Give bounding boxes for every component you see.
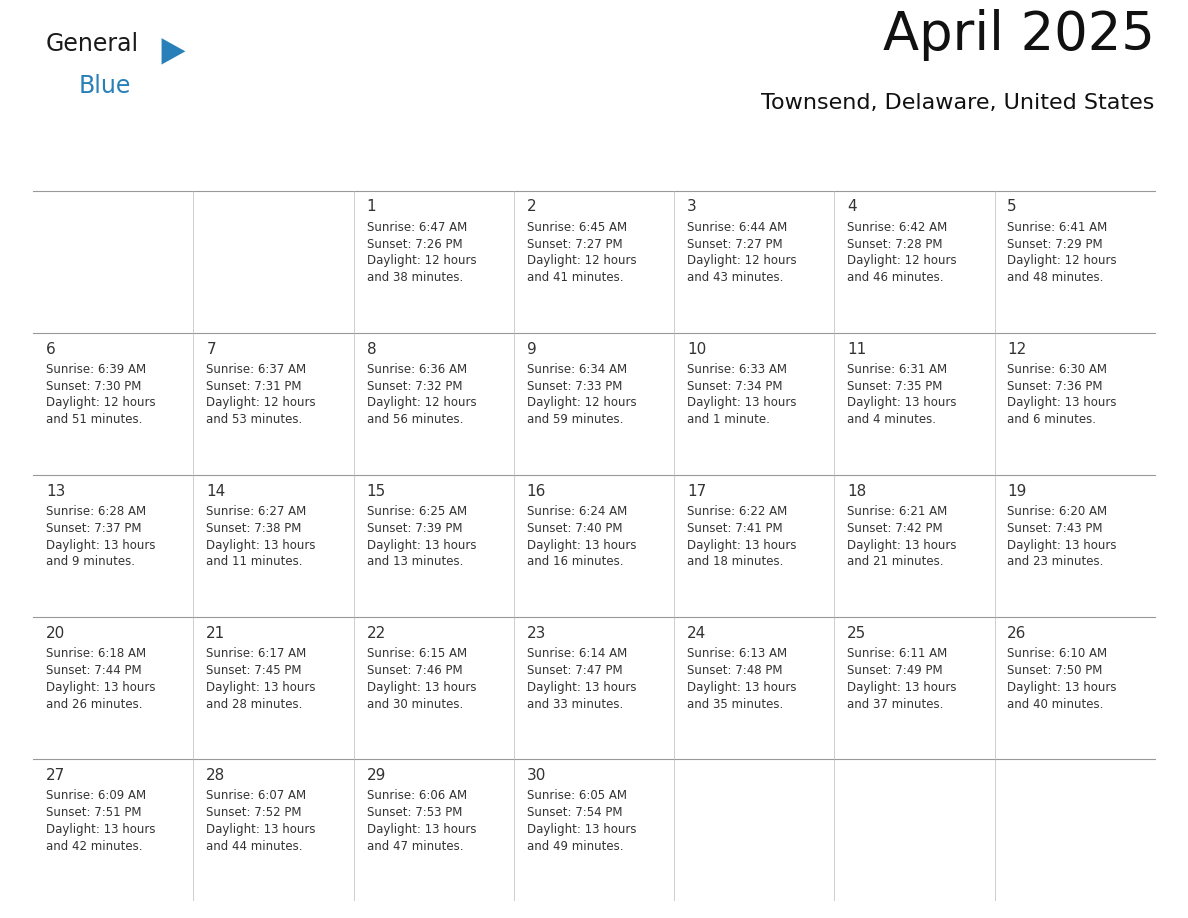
Text: 11: 11	[847, 341, 866, 356]
Text: Sunrise: 6:42 AM
Sunset: 7:28 PM
Daylight: 12 hours
and 46 minutes.: Sunrise: 6:42 AM Sunset: 7:28 PM Dayligh…	[847, 221, 956, 285]
Text: Sunrise: 6:11 AM
Sunset: 7:49 PM
Daylight: 13 hours
and 37 minutes.: Sunrise: 6:11 AM Sunset: 7:49 PM Dayligh…	[847, 647, 956, 711]
Text: 9: 9	[526, 341, 537, 356]
Text: 12: 12	[1007, 341, 1026, 356]
Text: Sunrise: 6:31 AM
Sunset: 7:35 PM
Daylight: 13 hours
and 4 minutes.: Sunrise: 6:31 AM Sunset: 7:35 PM Dayligh…	[847, 363, 956, 426]
Text: Sunrise: 6:37 AM
Sunset: 7:31 PM
Daylight: 12 hours
and 53 minutes.: Sunrise: 6:37 AM Sunset: 7:31 PM Dayligh…	[207, 363, 316, 426]
Text: Sunrise: 6:27 AM
Sunset: 7:38 PM
Daylight: 13 hours
and 11 minutes.: Sunrise: 6:27 AM Sunset: 7:38 PM Dayligh…	[207, 505, 316, 568]
Text: 14: 14	[207, 484, 226, 498]
Text: 28: 28	[207, 767, 226, 783]
Text: Wednesday: Wednesday	[530, 163, 637, 182]
Text: April 2025: April 2025	[883, 9, 1155, 62]
Text: 10: 10	[687, 341, 706, 356]
Text: 17: 17	[687, 484, 706, 498]
Text: 29: 29	[367, 767, 386, 783]
Text: Sunrise: 6:10 AM
Sunset: 7:50 PM
Daylight: 13 hours
and 40 minutes.: Sunrise: 6:10 AM Sunset: 7:50 PM Dayligh…	[1007, 647, 1117, 711]
Text: 19: 19	[1007, 484, 1026, 498]
Text: 3: 3	[687, 199, 696, 215]
Text: 22: 22	[367, 626, 386, 641]
Text: General: General	[45, 31, 138, 56]
Text: Sunrise: 6:06 AM
Sunset: 7:53 PM
Daylight: 13 hours
and 47 minutes.: Sunrise: 6:06 AM Sunset: 7:53 PM Dayligh…	[367, 789, 476, 853]
Text: Sunrise: 6:45 AM
Sunset: 7:27 PM
Daylight: 12 hours
and 41 minutes.: Sunrise: 6:45 AM Sunset: 7:27 PM Dayligh…	[526, 221, 637, 285]
Text: Sunrise: 6:44 AM
Sunset: 7:27 PM
Daylight: 12 hours
and 43 minutes.: Sunrise: 6:44 AM Sunset: 7:27 PM Dayligh…	[687, 221, 796, 285]
Text: 23: 23	[526, 626, 546, 641]
Text: Sunrise: 6:15 AM
Sunset: 7:46 PM
Daylight: 13 hours
and 30 minutes.: Sunrise: 6:15 AM Sunset: 7:46 PM Dayligh…	[367, 647, 476, 711]
Text: Sunrise: 6:18 AM
Sunset: 7:44 PM
Daylight: 13 hours
and 26 minutes.: Sunrise: 6:18 AM Sunset: 7:44 PM Dayligh…	[46, 647, 156, 711]
Text: Sunday: Sunday	[49, 163, 118, 182]
Text: 7: 7	[207, 341, 216, 356]
Text: Sunrise: 6:07 AM
Sunset: 7:52 PM
Daylight: 13 hours
and 44 minutes.: Sunrise: 6:07 AM Sunset: 7:52 PM Dayligh…	[207, 789, 316, 853]
Text: 2: 2	[526, 199, 536, 215]
Text: Sunrise: 6:05 AM
Sunset: 7:54 PM
Daylight: 13 hours
and 49 minutes.: Sunrise: 6:05 AM Sunset: 7:54 PM Dayligh…	[526, 789, 637, 853]
Text: Thursday: Thursday	[690, 163, 777, 182]
Text: Sunrise: 6:20 AM
Sunset: 7:43 PM
Daylight: 13 hours
and 23 minutes.: Sunrise: 6:20 AM Sunset: 7:43 PM Dayligh…	[1007, 505, 1117, 568]
Text: Saturday: Saturday	[1011, 163, 1095, 182]
Text: 27: 27	[46, 767, 65, 783]
Text: 26: 26	[1007, 626, 1026, 641]
Text: 16: 16	[526, 484, 546, 498]
Text: Blue: Blue	[78, 73, 131, 98]
Text: Sunrise: 6:21 AM
Sunset: 7:42 PM
Daylight: 13 hours
and 21 minutes.: Sunrise: 6:21 AM Sunset: 7:42 PM Dayligh…	[847, 505, 956, 568]
Text: Tuesday: Tuesday	[369, 163, 446, 182]
Text: 6: 6	[46, 341, 56, 356]
Text: Sunrise: 6:33 AM
Sunset: 7:34 PM
Daylight: 13 hours
and 1 minute.: Sunrise: 6:33 AM Sunset: 7:34 PM Dayligh…	[687, 363, 796, 426]
Text: Sunrise: 6:09 AM
Sunset: 7:51 PM
Daylight: 13 hours
and 42 minutes.: Sunrise: 6:09 AM Sunset: 7:51 PM Dayligh…	[46, 789, 156, 853]
Text: Sunrise: 6:24 AM
Sunset: 7:40 PM
Daylight: 13 hours
and 16 minutes.: Sunrise: 6:24 AM Sunset: 7:40 PM Dayligh…	[526, 505, 637, 568]
Text: Sunrise: 6:41 AM
Sunset: 7:29 PM
Daylight: 12 hours
and 48 minutes.: Sunrise: 6:41 AM Sunset: 7:29 PM Dayligh…	[1007, 221, 1117, 285]
Text: Sunrise: 6:14 AM
Sunset: 7:47 PM
Daylight: 13 hours
and 33 minutes.: Sunrise: 6:14 AM Sunset: 7:47 PM Dayligh…	[526, 647, 637, 711]
Text: Sunrise: 6:25 AM
Sunset: 7:39 PM
Daylight: 13 hours
and 13 minutes.: Sunrise: 6:25 AM Sunset: 7:39 PM Dayligh…	[367, 505, 476, 568]
Text: 21: 21	[207, 626, 226, 641]
Text: 4: 4	[847, 199, 857, 215]
Text: Sunrise: 6:22 AM
Sunset: 7:41 PM
Daylight: 13 hours
and 18 minutes.: Sunrise: 6:22 AM Sunset: 7:41 PM Dayligh…	[687, 505, 796, 568]
Text: 8: 8	[367, 341, 377, 356]
Text: Townsend, Delaware, United States: Townsend, Delaware, United States	[762, 94, 1155, 113]
Text: Sunrise: 6:34 AM
Sunset: 7:33 PM
Daylight: 12 hours
and 59 minutes.: Sunrise: 6:34 AM Sunset: 7:33 PM Dayligh…	[526, 363, 637, 426]
Polygon shape	[162, 39, 185, 64]
Text: Sunrise: 6:47 AM
Sunset: 7:26 PM
Daylight: 12 hours
and 38 minutes.: Sunrise: 6:47 AM Sunset: 7:26 PM Dayligh…	[367, 221, 476, 285]
Text: 24: 24	[687, 626, 706, 641]
Text: Sunrise: 6:13 AM
Sunset: 7:48 PM
Daylight: 13 hours
and 35 minutes.: Sunrise: 6:13 AM Sunset: 7:48 PM Dayligh…	[687, 647, 796, 711]
Text: 1: 1	[367, 199, 377, 215]
Text: 18: 18	[847, 484, 866, 498]
Text: 20: 20	[46, 626, 65, 641]
Text: Sunrise: 6:17 AM
Sunset: 7:45 PM
Daylight: 13 hours
and 28 minutes.: Sunrise: 6:17 AM Sunset: 7:45 PM Dayligh…	[207, 647, 316, 711]
Text: 25: 25	[847, 626, 866, 641]
Text: Sunrise: 6:28 AM
Sunset: 7:37 PM
Daylight: 13 hours
and 9 minutes.: Sunrise: 6:28 AM Sunset: 7:37 PM Dayligh…	[46, 505, 156, 568]
Text: Monday: Monday	[209, 163, 283, 182]
Text: 5: 5	[1007, 199, 1017, 215]
Text: Friday: Friday	[851, 163, 908, 182]
Text: Sunrise: 6:39 AM
Sunset: 7:30 PM
Daylight: 12 hours
and 51 minutes.: Sunrise: 6:39 AM Sunset: 7:30 PM Dayligh…	[46, 363, 156, 426]
Text: 30: 30	[526, 767, 546, 783]
Text: 15: 15	[367, 484, 386, 498]
Text: 13: 13	[46, 484, 65, 498]
Text: Sunrise: 6:36 AM
Sunset: 7:32 PM
Daylight: 12 hours
and 56 minutes.: Sunrise: 6:36 AM Sunset: 7:32 PM Dayligh…	[367, 363, 476, 426]
Text: Sunrise: 6:30 AM
Sunset: 7:36 PM
Daylight: 13 hours
and 6 minutes.: Sunrise: 6:30 AM Sunset: 7:36 PM Dayligh…	[1007, 363, 1117, 426]
